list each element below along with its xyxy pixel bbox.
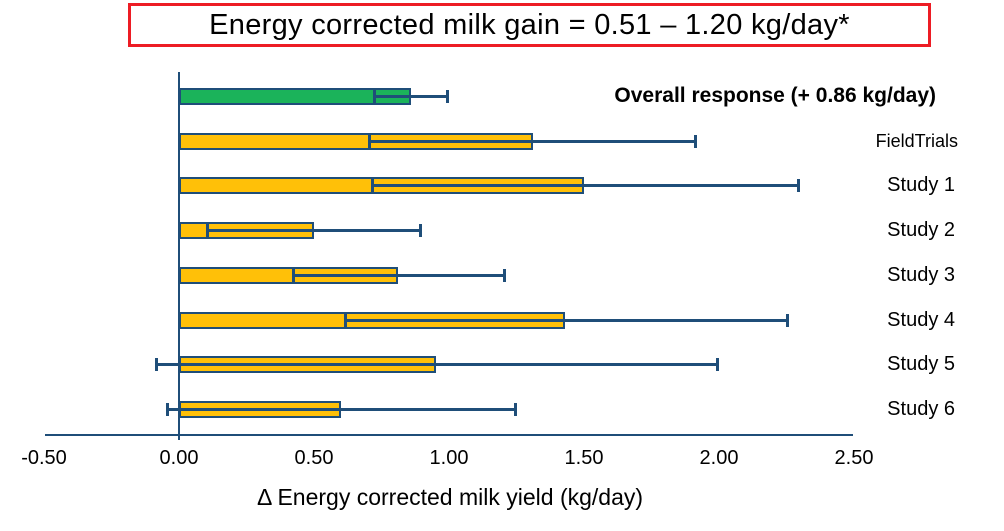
row-label-study: Study 2 <box>887 219 955 241</box>
row-label-study: Study 4 <box>887 309 955 331</box>
x-axis-title: Δ Energy corrected milk yield (kg/day) <box>256 484 644 510</box>
error-bar-line <box>373 95 449 98</box>
error-bar-cap-right <box>716 358 719 371</box>
row-label-overall: Overall response (+ 0.86 kg/day) <box>614 84 936 107</box>
error-bar-cap-right <box>786 314 789 327</box>
y-axis-line <box>178 72 180 440</box>
error-bar-cap-left <box>166 403 169 416</box>
chart-title: Energy corrected milk gain = 0.51 – 1.20… <box>209 8 850 41</box>
x-tick-label: -0.50 <box>21 447 67 469</box>
error-bar-cap-right <box>797 179 800 192</box>
x-tick-label: 1.00 <box>429 447 469 469</box>
error-bar-cap-right <box>419 224 422 237</box>
row-label-study: Study 1 <box>887 174 955 196</box>
row-label-study: Study 3 <box>887 264 955 286</box>
error-bar-cap-right <box>514 403 517 416</box>
error-bar-cap-left <box>155 358 158 371</box>
x-tick-label: 0.50 <box>294 447 334 469</box>
x-tick-label: 2.50 <box>834 447 874 469</box>
row-label-study: Study 6 <box>887 398 955 420</box>
error-bar-cap-right <box>503 269 506 282</box>
error-bar-cap-right <box>446 90 449 103</box>
error-bar-cap-right <box>694 135 697 148</box>
row-label-study: Study 5 <box>887 353 955 375</box>
x-axis-line <box>45 434 853 436</box>
row-label-fieldtrials: FieldTrials <box>875 131 958 151</box>
error-bar-line <box>206 229 422 232</box>
error-bar-line <box>371 184 800 187</box>
error-bar-line <box>155 363 719 366</box>
title-box: Energy corrected milk gain = 0.51 – 1.20… <box>128 3 931 47</box>
error-bar-cap-left <box>373 90 376 103</box>
error-bar-line <box>166 408 517 411</box>
error-bar-cap-left <box>371 179 374 192</box>
error-bar-cap-left <box>292 269 295 282</box>
x-tick-label: 1.50 <box>564 447 604 469</box>
x-tick-label: 0.00 <box>159 447 199 469</box>
error-bar-line <box>292 274 506 277</box>
error-bar-cap-left <box>344 314 347 327</box>
x-tick-label: 2.00 <box>699 447 739 469</box>
error-bar-cap-left <box>368 135 371 148</box>
error-bar-line <box>344 319 789 322</box>
error-bar-line <box>368 140 697 143</box>
error-bar-cap-left <box>206 224 209 237</box>
